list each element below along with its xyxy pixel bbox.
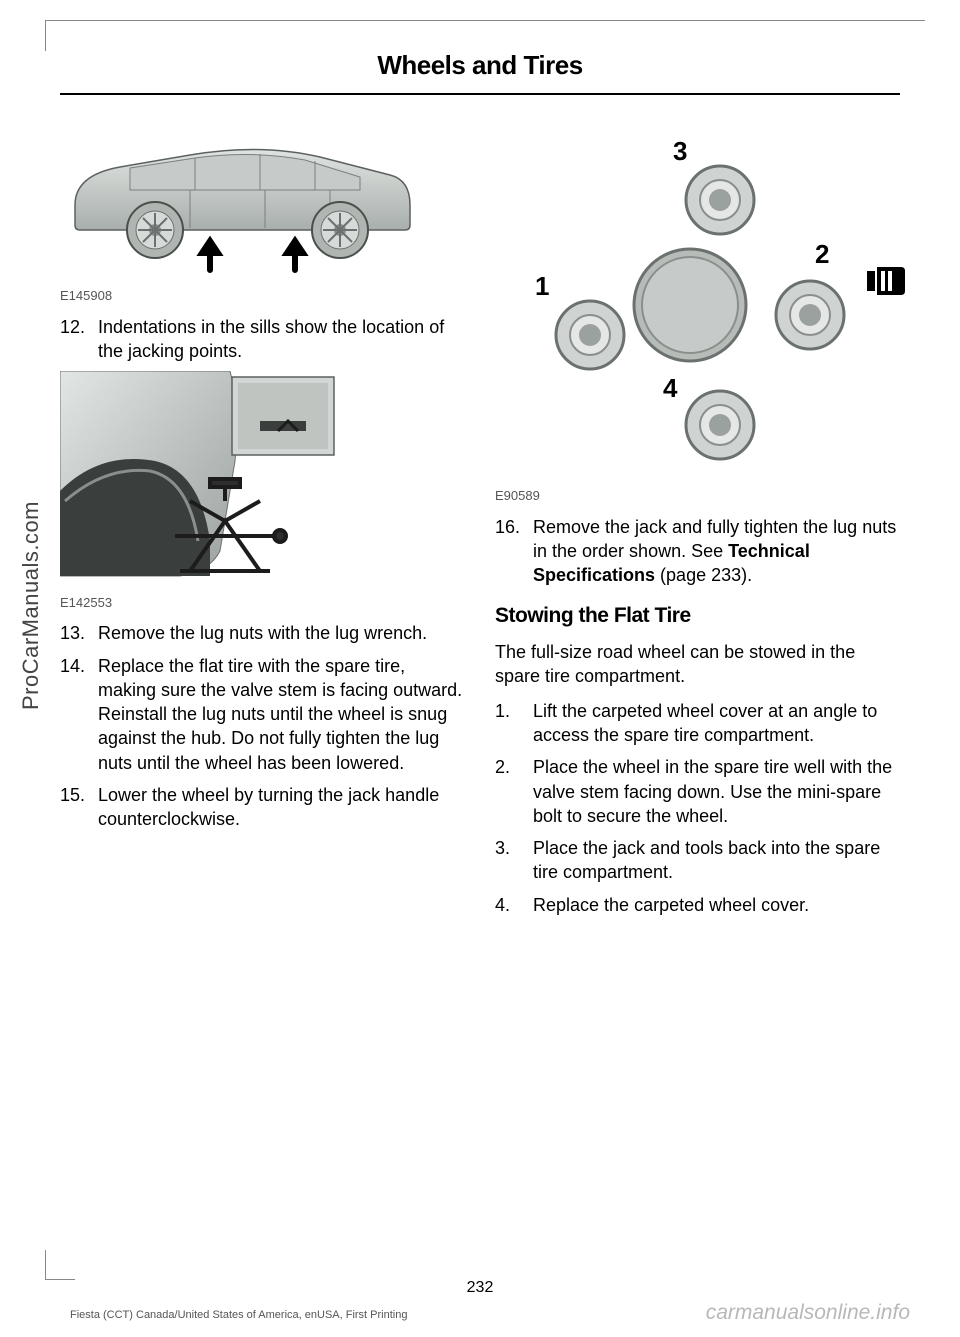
footer-left: Fiesta (CCT) Canada/United States of Ame… <box>70 1309 407 1321</box>
page-tab-icon <box>867 265 905 297</box>
corner-top-left <box>45 21 75 51</box>
page-frame <box>45 20 925 1280</box>
corner-bottom-left <box>45 1250 75 1280</box>
page-number: 232 <box>0 1279 960 1297</box>
footer-right: carmanualsonline.info <box>706 1301 910 1325</box>
watermark-side: ProCarManuals.com <box>18 501 44 710</box>
